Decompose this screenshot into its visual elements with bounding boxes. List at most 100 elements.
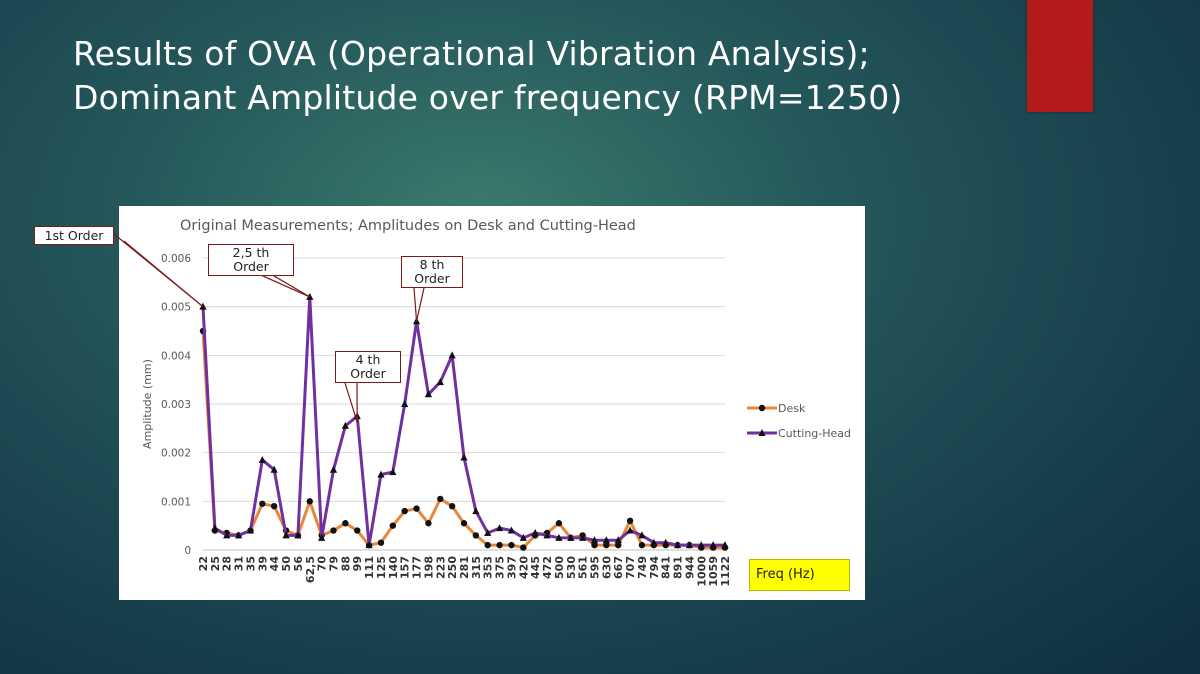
x-tick-label: 1000 bbox=[695, 556, 708, 587]
x-tick-label: 281 bbox=[458, 556, 471, 579]
x-tick-label: 56 bbox=[292, 556, 305, 572]
data-point-cutting-head bbox=[697, 541, 705, 549]
slide-title: Results of OVA (Operational Vibration An… bbox=[73, 32, 903, 120]
data-point-cutting-head bbox=[341, 421, 349, 429]
x-tick-label: 140 bbox=[387, 556, 400, 579]
x-tick-label: 530 bbox=[565, 556, 578, 579]
x-tick-label: 79 bbox=[328, 556, 341, 571]
x-tick-label: 944 bbox=[683, 556, 696, 579]
data-point-desk bbox=[330, 527, 337, 534]
data-point-desk bbox=[496, 541, 503, 549]
data-point-cutting-head bbox=[650, 538, 658, 546]
data-point-cutting-head bbox=[614, 536, 622, 544]
data-point-cutting-head bbox=[662, 538, 670, 546]
y-tick-label: 0.002 bbox=[161, 448, 191, 460]
x-tick-label: 31 bbox=[233, 556, 246, 571]
x-tick-label: 353 bbox=[482, 556, 495, 579]
data-point-cutting-head bbox=[246, 526, 255, 534]
data-point-cutting-head bbox=[507, 526, 516, 534]
data-point-desk bbox=[484, 541, 491, 549]
data-point-desk bbox=[377, 539, 385, 546]
legend-marker bbox=[758, 404, 766, 412]
data-point-cutting-head bbox=[401, 400, 409, 407]
data-point-desk bbox=[270, 503, 278, 510]
y-axis-label: Amplitude (mm) bbox=[141, 359, 154, 449]
data-point-desk bbox=[472, 532, 480, 539]
data-point-cutting-head bbox=[531, 528, 539, 536]
x-tick-label: 22 bbox=[197, 556, 210, 571]
data-point-cutting-head bbox=[685, 541, 694, 549]
data-point-cutting-head bbox=[389, 468, 397, 476]
data-point-desk bbox=[638, 541, 646, 549]
data-point-cutting-head bbox=[329, 465, 338, 473]
data-point-cutting-head bbox=[234, 531, 243, 539]
x-tick-label: 111 bbox=[363, 556, 376, 579]
x-tick-label: 198 bbox=[422, 556, 435, 579]
data-point-desk bbox=[448, 503, 456, 510]
note-1st-order: 1st Order bbox=[34, 226, 114, 245]
data-point-desk bbox=[626, 517, 634, 524]
data-point-cutting-head bbox=[519, 533, 527, 541]
x-tick-label: 595 bbox=[589, 556, 602, 579]
note-8th-order-line-1: 8 th bbox=[419, 257, 445, 272]
data-point-cutting-head bbox=[721, 541, 729, 549]
data-point-cutting-head bbox=[555, 533, 563, 541]
x-tick-label: 88 bbox=[339, 556, 352, 571]
x-tick-label: 841 bbox=[660, 556, 673, 579]
data-point-desk bbox=[555, 520, 563, 527]
y-tick-label: 0.005 bbox=[161, 302, 191, 314]
data-point-desk bbox=[413, 505, 420, 512]
y-tick-label: 0.003 bbox=[161, 399, 191, 411]
chart-title: Original Measurements; Amplitudes on Des… bbox=[180, 218, 636, 234]
x-tick-label: 1059 bbox=[707, 556, 720, 587]
data-point-cutting-head bbox=[223, 531, 231, 539]
data-point-cutting-head bbox=[424, 390, 433, 398]
data-point-cutting-head bbox=[638, 531, 646, 539]
x-tick-label: 794 bbox=[648, 556, 661, 579]
y-tick-label: 0.006 bbox=[161, 253, 191, 265]
data-point-cutting-head bbox=[590, 536, 599, 544]
data-point-cutting-head bbox=[579, 533, 587, 541]
x-tick-label: 250 bbox=[446, 556, 459, 579]
x-tick-label: 445 bbox=[529, 556, 542, 579]
x-tick-label: 315 bbox=[470, 556, 483, 579]
legend-label: Desk bbox=[778, 402, 806, 415]
x-tick-label: 177 bbox=[411, 556, 424, 579]
data-point-desk bbox=[437, 495, 444, 503]
x-tick-label: 561 bbox=[577, 556, 590, 579]
data-point-cutting-head bbox=[460, 453, 468, 461]
data-point-desk bbox=[425, 520, 432, 527]
data-point-cutting-head bbox=[282, 531, 290, 539]
data-point-desk bbox=[306, 498, 313, 505]
data-point-cutting-head bbox=[436, 378, 444, 386]
data-point-cutting-head bbox=[709, 541, 717, 549]
x-tick-label: 157 bbox=[399, 556, 412, 579]
x-tick-label: 420 bbox=[517, 556, 530, 579]
x-tick-label: 749 bbox=[636, 556, 649, 579]
data-point-cutting-head bbox=[270, 465, 278, 473]
data-point-desk bbox=[508, 541, 515, 549]
x-tick-label: 70 bbox=[316, 556, 329, 572]
callout-pointer bbox=[413, 287, 418, 322]
callout-pointer bbox=[344, 382, 358, 423]
data-point-cutting-head bbox=[567, 533, 575, 541]
data-point-cutting-head bbox=[673, 541, 682, 549]
data-point-desk bbox=[603, 541, 610, 549]
x-tick-label: 472 bbox=[541, 556, 554, 579]
callout-pointer bbox=[415, 287, 425, 322]
x-tick-label: 44 bbox=[268, 556, 281, 572]
note-8th-order-line-2: Order bbox=[414, 271, 450, 286]
data-point-cutting-head bbox=[258, 455, 266, 463]
x-tick-label: 25 bbox=[209, 556, 222, 571]
legend-label: Cutting-Head bbox=[778, 427, 851, 440]
data-point-cutting-head bbox=[365, 541, 373, 549]
data-point-cutting-head bbox=[294, 531, 302, 539]
x-tick-label: 630 bbox=[600, 556, 613, 579]
data-point-cutting-head bbox=[484, 528, 492, 536]
data-point-cutting-head bbox=[377, 470, 385, 478]
data-point-cutting-head bbox=[448, 351, 456, 359]
note-2-5-order-line-2: Order bbox=[233, 259, 269, 274]
x-tick-label: 500 bbox=[553, 556, 566, 579]
x-tick-label: 35 bbox=[244, 556, 257, 571]
slide-title-line-2: Dominant Amplitude over frequency (RPM=1… bbox=[73, 78, 903, 117]
